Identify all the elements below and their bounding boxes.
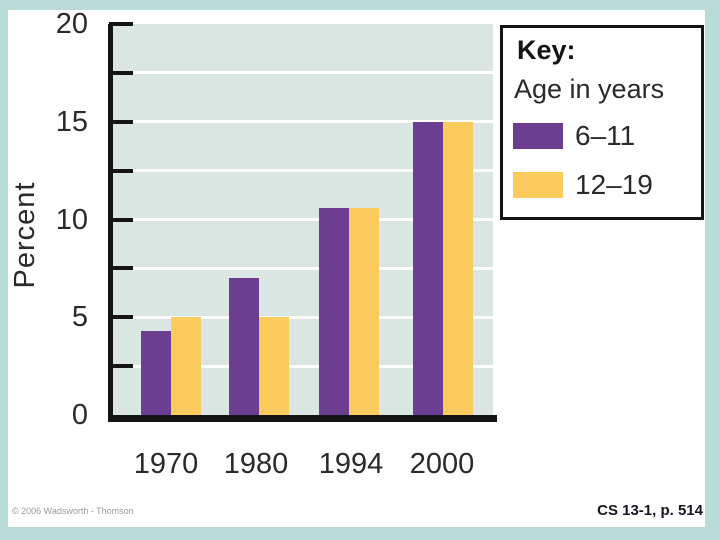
legend-label: 12–19 [575, 169, 653, 200]
bar-1994-12–19 [349, 207, 379, 415]
x-tick-label-2000: 2000 [409, 448, 475, 480]
y-tick-7.5 [109, 266, 133, 271]
bar-2000-6–11 [413, 121, 443, 415]
gridline-10 [113, 218, 493, 221]
gridline-17.5 [113, 71, 493, 75]
x-tick-label-1994: 1994 [318, 448, 384, 480]
y-tick-5 [109, 315, 133, 320]
legend-label: 6–11 [575, 120, 636, 151]
legend-swatch-12-19 [513, 172, 563, 198]
legend-title: Key: [517, 35, 576, 65]
y-axis-line [108, 24, 113, 422]
gridline-2.5 [113, 364, 493, 368]
y-tick-20 [109, 22, 133, 26]
legend-subtitle: Age in years [514, 74, 665, 104]
y-tick-label-0: 0 [71, 399, 88, 431]
gridline-5 [113, 315, 493, 319]
x-tick-label-1970: 1970 [133, 448, 199, 480]
x-axis-line [108, 415, 497, 422]
bar-1980-6–11 [229, 278, 259, 415]
bar-1970-6–11 [141, 330, 171, 415]
x-tick-label-1980: 1980 [223, 448, 289, 480]
bar-1994-6–11 [319, 207, 349, 415]
y-tick-label-20: 20 [55, 8, 88, 40]
y-tick-label-10: 10 [55, 203, 88, 236]
y-tick-10 [109, 217, 133, 222]
y-tick-label-5: 5 [71, 301, 88, 334]
y-tick-15 [109, 119, 133, 124]
gridline-7.5 [113, 266, 493, 270]
legend-swatch-6-11 [513, 123, 563, 149]
legend-item: 12–19 [513, 169, 653, 201]
bar-2000-12–19 [443, 121, 473, 415]
y-tick-2.5 [109, 364, 133, 369]
y-tick-17.5 [109, 70, 133, 75]
plot-area [113, 24, 493, 415]
bar-1970-12–19 [171, 317, 201, 415]
legend-item: 6–11 [513, 120, 635, 152]
y-tick-label-15: 15 [55, 105, 88, 138]
gridline-15 [113, 120, 493, 124]
bar-1980-12–19 [259, 317, 289, 415]
page-reference: CS 13-1, p. 514 [597, 502, 703, 519]
copyright-text: © 2006 Wadsworth - Thomson [12, 506, 134, 516]
legend: Key: Age in years 6–11 12–19 [500, 25, 704, 220]
gridline-12.5 [113, 169, 493, 173]
y-tick-12.5 [109, 168, 133, 173]
